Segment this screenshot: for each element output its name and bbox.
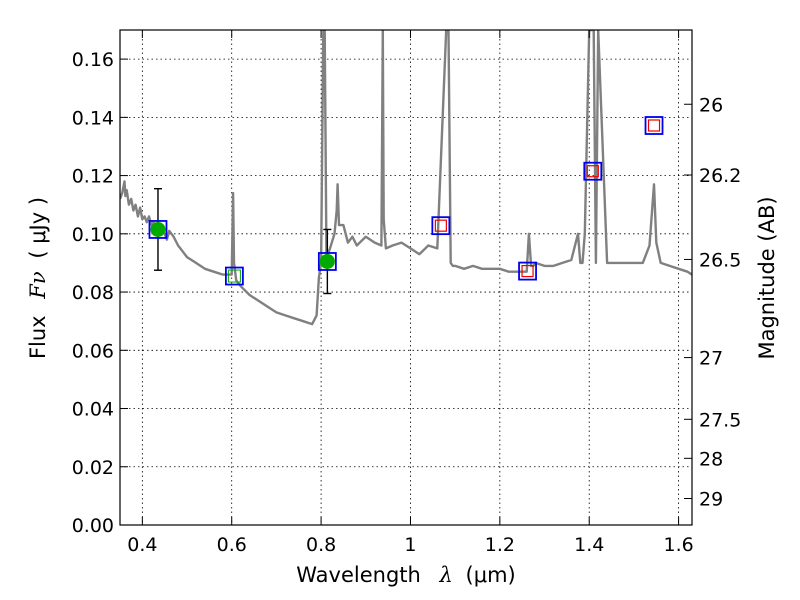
y-tick-label: 0.04 xyxy=(72,399,114,421)
y2-tick-label: 26 xyxy=(699,94,723,116)
x-tick-label: 0.6 xyxy=(217,534,247,556)
points-layer xyxy=(148,116,664,295)
model-flux-box xyxy=(644,116,664,135)
x-axis-label: Wavelength λ (μm) xyxy=(296,563,515,587)
plot-background xyxy=(120,30,692,525)
y-tick-label: 0.00 xyxy=(72,515,114,537)
x-tick-label: 0.4 xyxy=(127,534,157,556)
y-tick-labels: 0.00 0.02 0.04 0.06 0.08 0.10 0.12 0.14 0.16 xyxy=(72,49,114,537)
axis-ticks xyxy=(120,30,692,526)
grid-lines xyxy=(120,30,692,525)
y-axis-label: Flux Fν ( μJy ) xyxy=(26,197,50,359)
x-axis-label-symbol: λ xyxy=(439,563,453,587)
y-tick-label: 0.12 xyxy=(72,166,114,188)
y-tick-label: 0.16 xyxy=(72,49,114,71)
y-tick-label: 0.06 xyxy=(72,340,114,362)
y2-tick-label: 27 xyxy=(699,348,723,370)
y-axis-label-unit: ( μJy ) xyxy=(26,197,50,259)
y-tick-label: 0.02 xyxy=(72,457,114,479)
y-axis-label-symbol: Fν xyxy=(26,271,50,300)
model-flux-box xyxy=(431,216,451,236)
y-axis-label-main: Flux xyxy=(26,315,50,359)
x-tick-label: 1.6 xyxy=(663,534,693,556)
upper-limit-marker xyxy=(434,219,447,232)
x-tick-label: 1 xyxy=(404,534,416,556)
x-axis-label-main: Wavelength xyxy=(296,563,421,587)
x-tick-labels: 0.4 0.6 0.8 1 1.2 1.4 1.6 xyxy=(127,534,693,556)
model-flux-box xyxy=(317,252,337,271)
y-tick-label: 0.14 xyxy=(72,107,114,129)
plot-frame xyxy=(119,29,693,526)
y2-axis-label: Magnitude (AB) xyxy=(755,196,779,359)
x-tick-label: 1.2 xyxy=(485,534,515,556)
model-flux-box xyxy=(148,220,168,239)
x-axis-label-unit: (μm) xyxy=(466,563,516,587)
x-tick-label: 0.8 xyxy=(306,534,336,556)
model-flux-box xyxy=(583,161,603,181)
y-tick-label: 0.08 xyxy=(72,282,114,304)
upper-limit-marker xyxy=(647,119,661,132)
y-tick-label: 0.10 xyxy=(72,224,114,246)
model-flux-box xyxy=(518,261,537,281)
y2-tick-label: 26.2 xyxy=(699,165,741,187)
upper-limit-marker xyxy=(521,264,534,278)
observed-flux-marker xyxy=(227,269,241,283)
y2-tick-label: 26.5 xyxy=(699,249,741,271)
y2-tick-label: 27.5 xyxy=(699,409,741,431)
upper-limit-marker xyxy=(586,165,599,178)
observed-flux-point xyxy=(319,253,335,269)
y2-tick-label: 29 xyxy=(699,489,723,511)
y2-tick-labels: 26 26.2 26.5 27 27.5 28 29 xyxy=(699,94,741,510)
observed-flux-point xyxy=(150,221,166,237)
x-tick-label: 1.4 xyxy=(574,534,604,556)
model-flux-box xyxy=(224,266,244,286)
y2-tick-label: 28 xyxy=(699,448,723,470)
